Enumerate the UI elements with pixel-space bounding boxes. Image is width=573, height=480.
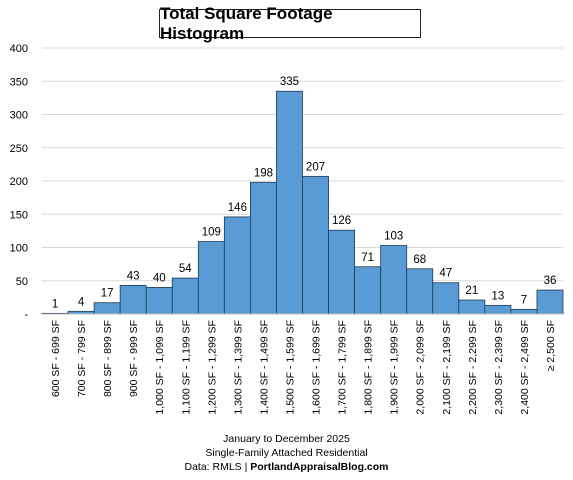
footer-source: Data: RMLS | PortlandAppraisalBlog.com [0,461,573,473]
y-tick-label: 300 [10,110,28,122]
histogram-bar [510,308,538,315]
histogram-bar [171,277,199,315]
histogram-bar [119,285,147,315]
bar-value-label: 68 [413,254,426,266]
x-tick-label: 1,900 SF - 1,999 SF [389,320,401,415]
histogram-bar [380,245,408,315]
y-tick-label: 50 [16,276,28,288]
data-labels: 1 4 17 43 40 54 109 146 198 335 207 126 71 103 68 47 21 1… [52,76,557,310]
bar-value-label: 198 [254,167,273,179]
bar-value-label: 36 [544,275,557,287]
x-tick-label: 700 SF - 799 SF [76,320,88,397]
bar-value-label: 4 [78,296,85,308]
footer-date-range: January to December 2025 [223,433,350,445]
x-tick-label: 1,200 SF - 1,299 SF [206,320,218,415]
bar-value-label: 40 [153,272,166,284]
x-tick-label: 1,300 SF - 1,399 SF [232,320,244,415]
x-tick-label: 900 SF - 999 SF [128,320,140,397]
bar-value-label: 54 [179,263,192,275]
bar-value-label: 335 [280,76,299,88]
y-tick-label: 150 [10,209,28,221]
bar-value-label: 13 [491,290,504,302]
bar-value-label: 146 [228,202,247,214]
histogram-bar [249,181,277,315]
footer-source-site: PortlandAppraisalBlog.com [250,461,389,473]
histogram-bar [197,241,225,315]
x-tick-label: 2,200 SF - 2,299 SF [467,320,479,415]
footer-source-prefix: Data: RMLS | [184,461,251,473]
bar-value-label: 21 [465,285,478,297]
y-tick-label: 350 [10,76,28,88]
y-tick-label: 250 [10,143,28,155]
histogram-bar [302,175,329,315]
histogram-bar [328,229,355,315]
x-tick-label: 800 SF - 899 SF [102,320,114,397]
bar-value-label: 17 [101,288,114,300]
bar-value-label: 47 [439,268,452,280]
histogram-bar [145,286,173,315]
histogram-bar [432,282,460,315]
bar-value-label: 207 [306,161,325,173]
histogram-bar [276,90,303,315]
x-tick-label: ≥ 2,500 SF [545,320,557,371]
x-tick-label: 1,700 SF - 1,799 SF [337,320,349,415]
y-tick-label: 200 [10,176,28,188]
bar-value-label: 126 [332,215,351,227]
x-tick-label: 2,100 SF - 2,199 SF [441,320,453,415]
bar-value-label: 103 [384,231,403,243]
bar-value-label: 71 [361,252,374,264]
x-tick-label: 600 SF - 699 SF [50,320,62,397]
bars [41,90,564,315]
x-tick-label: 1,100 SF - 1,199 SF [180,320,192,415]
y-tick-label: 400 [10,43,28,55]
histogram-bar [536,289,564,315]
x-tick-label: 2,400 SF - 2,499 SF [519,320,531,415]
histogram-bar [484,304,512,315]
histogram-bar [354,266,382,315]
bar-value-label: 109 [202,227,221,239]
histogram-bar [458,299,486,315]
x-tick-label: 2,000 SF - 2,099 SF [415,320,427,415]
bar-value-label: 43 [127,270,140,282]
x-tick-label: 1,500 SF - 1,599 SF [284,320,296,415]
histogram-bar [93,302,121,315]
x-tick-label: 1,600 SF - 1,699 SF [311,320,323,415]
x-tick-label: 1,000 SF - 1,099 SF [154,320,166,415]
bar-value-label: 1 [52,298,58,310]
bar-value-label: 7 [521,294,527,306]
x-tick-label: 2,300 SF - 2,399 SF [493,320,505,415]
y-tick-label: 100 [10,243,28,255]
x-tick-label: 1,800 SF - 1,899 SF [363,320,375,415]
y-tick-label: - [24,309,28,321]
x-tick-label: 1,400 SF - 1,499 SF [258,320,270,415]
footer-property-type: Single-Family Attached Residential [205,447,368,459]
chart-title: Total Square Footage Histogram [159,4,421,43]
y-axis: - 50 100 150 200 250 300 350 400 [10,43,29,321]
histogram-bar [223,216,251,315]
histogram-bar [406,268,434,315]
x-axis: 600 SF - 699 SF 700 SF - 799 SF 800 SF - 8… [42,313,563,415]
